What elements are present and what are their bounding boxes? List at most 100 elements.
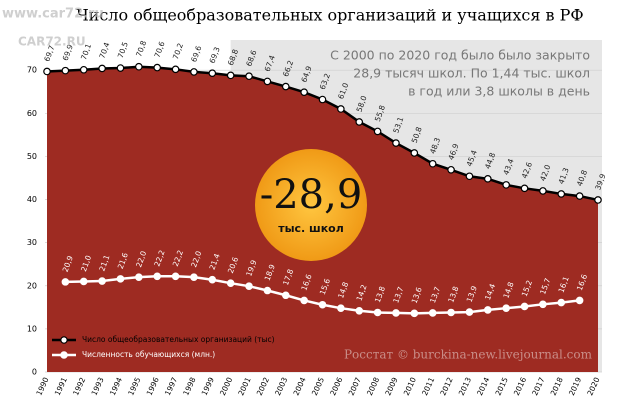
watermark: CAR72.RU [18, 35, 86, 49]
y-tick-label: 60 [27, 109, 37, 118]
data-point [116, 275, 125, 283]
x-tick-label: 2002 [255, 376, 271, 397]
data-point [61, 278, 70, 286]
data-point [483, 175, 492, 183]
data-point [135, 273, 143, 281]
y-tick-label: 0 [32, 368, 37, 377]
data-point [355, 306, 364, 315]
x-tick-label: 2012 [438, 376, 454, 397]
data-point [116, 64, 125, 72]
annotation: в год или 3,8 школы в день [408, 84, 590, 99]
y-tick-label: 30 [27, 238, 37, 247]
data-point [575, 192, 584, 200]
data-point [447, 165, 455, 174]
y-tick-label: 40 [27, 195, 37, 204]
legend-marker [60, 351, 68, 359]
data-point [337, 105, 345, 113]
data-point [392, 309, 400, 317]
x-tick-label: 2009 [383, 376, 399, 397]
data-point [557, 298, 566, 307]
data-point [226, 279, 235, 287]
data-point [465, 308, 474, 316]
data-point [594, 196, 602, 204]
data-point [575, 296, 584, 305]
x-tick-label: 2015 [494, 376, 510, 397]
x-tick-label: 2020 [585, 376, 601, 397]
data-point [355, 118, 364, 126]
data-point [281, 291, 290, 300]
x-tick-label: 2014 [475, 376, 491, 397]
badge-unit: тыс. школ [278, 222, 344, 235]
data-point [208, 275, 217, 284]
x-tick-label: 2017 [530, 376, 546, 397]
x-tick-label: 2001 [236, 376, 252, 397]
data-point [428, 309, 437, 317]
data-point [79, 65, 88, 74]
data-point [520, 302, 529, 311]
legend-label: Численность обучающихся (млн.) [82, 350, 215, 359]
x-tick-label: 1993 [89, 376, 105, 397]
data-point [98, 277, 106, 285]
data-point [153, 63, 162, 72]
y-tick-label: 50 [27, 152, 37, 161]
x-tick-label: 1997 [163, 376, 179, 397]
chart-title: Число общеобразовательных организаций и … [76, 6, 583, 25]
watermark: www.car72.ru [2, 7, 104, 22]
x-tick-label: 1990 [34, 376, 50, 397]
data-point [539, 300, 547, 309]
data-point [520, 184, 529, 193]
data-point [79, 277, 88, 286]
annotation: 28,9 тысяч школ. По 1,44 тыс. школ [353, 66, 590, 81]
data-point [502, 181, 510, 189]
data-point [135, 62, 143, 71]
x-tick-label: 1996 [145, 376, 161, 397]
data-point [318, 300, 327, 309]
data-point [410, 149, 419, 157]
x-tick-label: 2006 [328, 376, 344, 397]
x-tick-label: 1992 [71, 376, 87, 397]
x-tick-label: 1998 [181, 376, 197, 397]
badge-value: -28,9 [260, 172, 363, 218]
x-tick-label: 2013 [457, 376, 473, 397]
x-tick-label: 2007 [347, 376, 363, 397]
data-point [43, 67, 51, 76]
data-point [337, 304, 345, 312]
data-point [318, 95, 327, 104]
data-point [226, 71, 235, 80]
x-tick-label: 2011 [420, 376, 436, 397]
x-tick-label: 2010 [402, 376, 418, 397]
data-point [373, 308, 382, 317]
data-point [300, 296, 308, 305]
data-point [171, 272, 180, 281]
x-tick-label: 2004 [292, 376, 308, 397]
data-point [557, 190, 566, 198]
data-point [428, 159, 437, 168]
source: Росстат © burckina-new.livejournal.com [344, 348, 593, 362]
x-tick-label: 2016 [512, 376, 528, 397]
data-point [245, 72, 253, 81]
data-point [245, 282, 253, 290]
data-point [281, 82, 290, 91]
data-point [190, 273, 198, 281]
data-point [539, 187, 547, 195]
data-point [502, 304, 510, 312]
data-point [61, 66, 70, 75]
x-tick-label: 1995 [126, 376, 142, 397]
x-tick-label: 1999 [200, 376, 216, 397]
data-point [263, 77, 272, 86]
x-tick-label: 2018 [549, 376, 565, 397]
x-tick-label: 1994 [108, 376, 124, 397]
y-tick-label: 20 [27, 281, 37, 290]
legend-marker [60, 336, 68, 344]
data-point [208, 69, 217, 78]
x-tick-label: 2008 [365, 376, 381, 397]
data-point [171, 65, 180, 74]
data-point [373, 127, 382, 136]
x-tick-label: 2003 [273, 376, 289, 397]
legend-label: Число общеобразовательных организаций (т… [82, 335, 275, 344]
data-point [153, 272, 162, 281]
data-point [300, 88, 308, 96]
y-tick-label: 70 [27, 66, 37, 75]
annotation: С 2000 по 2020 год было было закрыто [330, 48, 590, 63]
